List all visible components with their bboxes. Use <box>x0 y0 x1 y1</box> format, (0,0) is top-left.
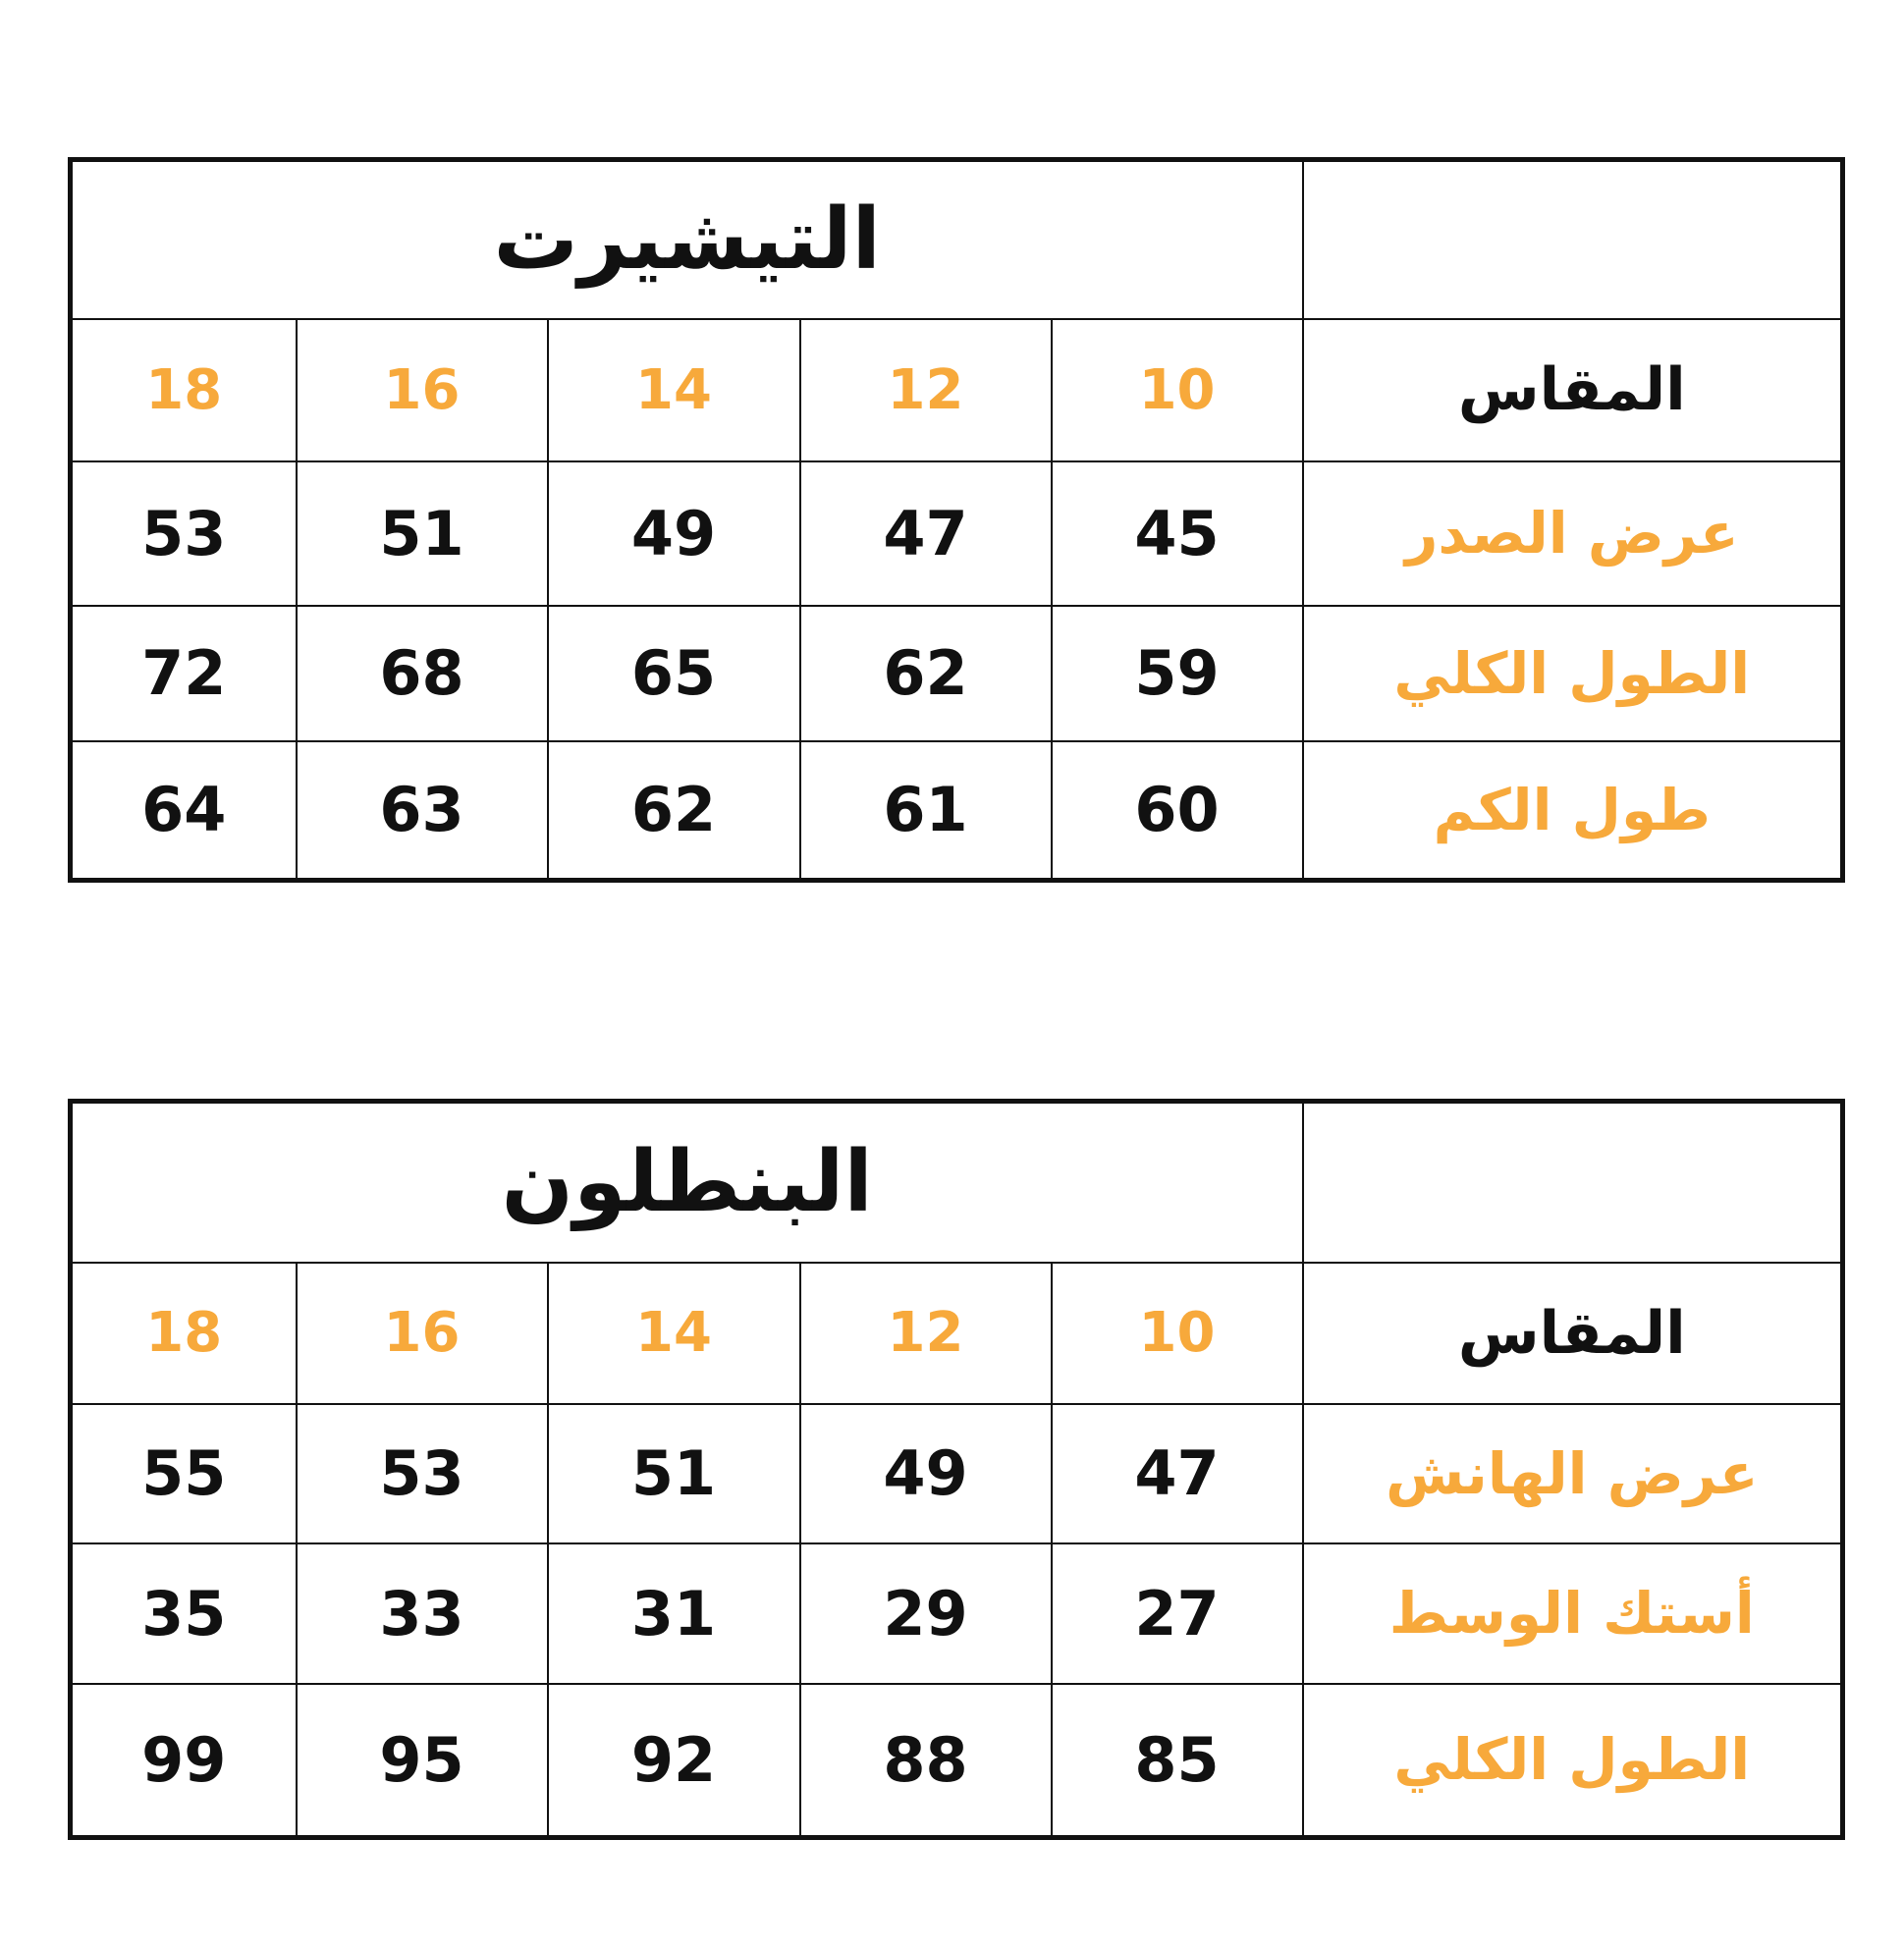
size-header: 14 <box>546 317 801 462</box>
value-cell: 92 <box>546 1682 801 1839</box>
value-cell: 95 <box>295 1682 549 1839</box>
size-label: المقاس <box>1301 1261 1844 1405</box>
size-header: 12 <box>798 317 1053 462</box>
value-cell: 64 <box>69 739 298 882</box>
size-label: المقاس <box>1301 317 1844 462</box>
value-cell: 60 <box>1050 739 1304 882</box>
size-header: 18 <box>69 317 298 462</box>
table-row: 35 33 31 29 27 أستك الوسط <box>69 1542 1844 1685</box>
value-cell: 33 <box>295 1542 549 1685</box>
tshirt-size-table: التيشيرت 18 16 14 12 10 المقاس 53 51 49 … <box>68 157 1845 883</box>
row-label: الطول الكلي <box>1301 1682 1844 1839</box>
value-cell: 59 <box>1050 604 1304 742</box>
value-cell: 51 <box>295 460 549 607</box>
value-cell: 27 <box>1050 1542 1304 1685</box>
size-header-row: 18 16 14 12 10 المقاس <box>69 317 1844 462</box>
pants-size-table: البنطلون 18 16 14 12 10 المقاس 55 53 51 … <box>68 1099 1845 1840</box>
table-title: التيشيرت <box>69 158 1304 320</box>
table-row: 99 95 92 88 85 الطول الكلي <box>69 1682 1844 1839</box>
value-cell: 47 <box>798 460 1053 607</box>
value-cell: 85 <box>1050 1682 1304 1839</box>
table-row: 64 63 62 61 60 طول الكم <box>69 739 1844 882</box>
value-cell: 47 <box>1050 1402 1304 1544</box>
table-title: البنطلون <box>69 1100 1304 1264</box>
value-cell: 62 <box>798 604 1053 742</box>
value-cell: 53 <box>295 1402 549 1544</box>
size-header: 18 <box>69 1261 298 1405</box>
value-cell: 35 <box>69 1542 298 1685</box>
value-cell: 53 <box>69 460 298 607</box>
value-cell: 62 <box>546 739 801 882</box>
size-header: 10 <box>1050 1261 1304 1405</box>
row-label: عرض الصدر <box>1301 460 1844 607</box>
value-cell: 99 <box>69 1682 298 1839</box>
value-cell: 55 <box>69 1402 298 1544</box>
value-cell: 65 <box>546 604 801 742</box>
size-header-row: 18 16 14 12 10 المقاس <box>69 1261 1844 1405</box>
row-label: الطول الكلي <box>1301 604 1844 742</box>
row-label: طول الكم <box>1301 739 1844 882</box>
table-row: 53 51 49 47 45 عرض الصدر <box>69 460 1844 607</box>
value-cell: 29 <box>798 1542 1053 1685</box>
row-label: عرض الهانش <box>1301 1402 1844 1544</box>
value-cell: 49 <box>798 1402 1053 1544</box>
table-row: 55 53 51 49 47 عرض الهانش <box>69 1402 1844 1544</box>
size-header: 16 <box>295 1261 549 1405</box>
empty-corner-cell <box>1301 158 1844 320</box>
empty-corner-cell <box>1301 1100 1844 1264</box>
row-label: أستك الوسط <box>1301 1542 1844 1685</box>
size-header: 10 <box>1050 317 1304 462</box>
table-row: 72 68 65 62 59 الطول الكلي <box>69 604 1844 742</box>
value-cell: 45 <box>1050 460 1304 607</box>
value-cell: 49 <box>546 460 801 607</box>
size-header: 14 <box>546 1261 801 1405</box>
value-cell: 31 <box>546 1542 801 1685</box>
value-cell: 88 <box>798 1682 1053 1839</box>
size-header: 16 <box>295 317 549 462</box>
value-cell: 72 <box>69 604 298 742</box>
value-cell: 51 <box>546 1402 801 1544</box>
value-cell: 68 <box>295 604 549 742</box>
value-cell: 63 <box>295 739 549 882</box>
value-cell: 61 <box>798 739 1053 882</box>
size-header: 12 <box>798 1261 1053 1405</box>
